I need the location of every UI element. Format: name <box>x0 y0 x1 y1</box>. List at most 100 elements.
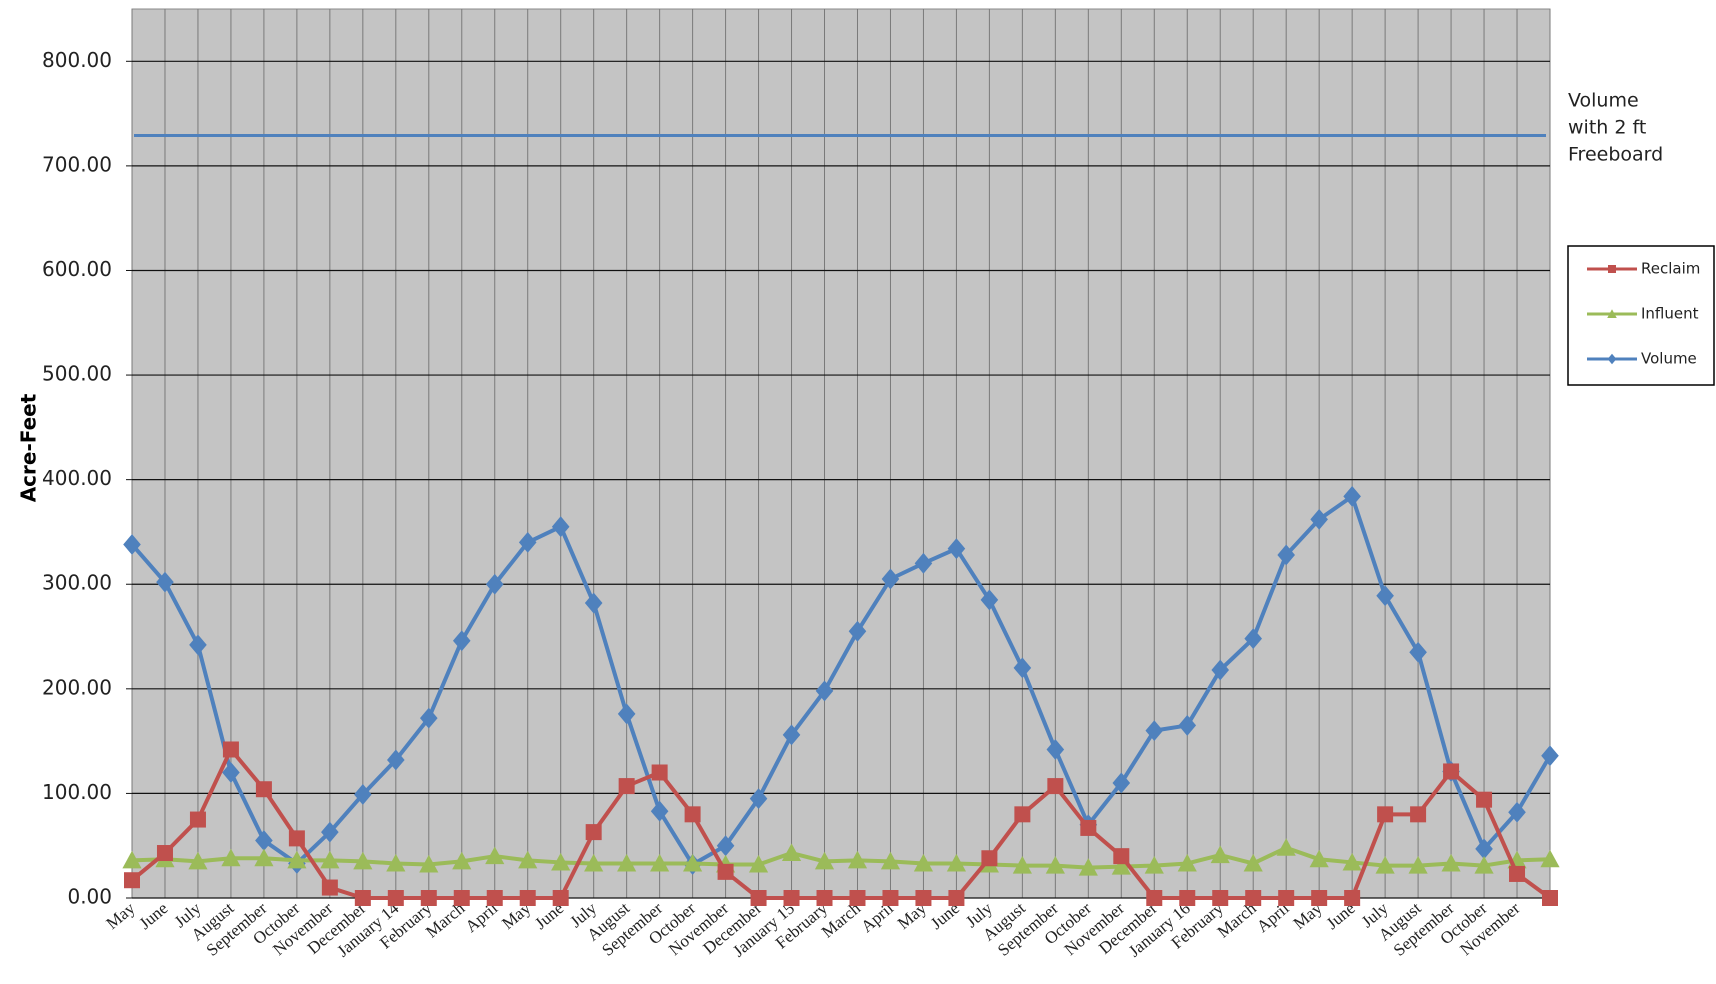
marker <box>321 879 338 896</box>
marker <box>188 851 208 870</box>
marker <box>881 568 900 590</box>
marker <box>815 680 834 702</box>
marker <box>782 724 801 746</box>
marker <box>1443 763 1460 780</box>
marker <box>189 811 206 828</box>
marker <box>1608 265 1616 273</box>
marker <box>1311 890 1328 906</box>
marker <box>849 890 866 906</box>
marker <box>1178 715 1197 736</box>
marker <box>1476 791 1493 808</box>
marker <box>1508 801 1526 823</box>
marker <box>1212 890 1229 906</box>
marker <box>1474 855 1494 874</box>
marker <box>914 552 933 574</box>
marker <box>1475 838 1493 860</box>
marker <box>288 830 305 847</box>
marker <box>287 850 307 869</box>
marker <box>1276 838 1296 856</box>
marker <box>1244 628 1263 650</box>
marker <box>1410 806 1427 823</box>
marker <box>781 843 802 862</box>
marker <box>913 853 934 872</box>
marker <box>1542 890 1558 906</box>
marker <box>518 532 537 553</box>
marker <box>255 830 273 851</box>
marker <box>486 890 503 906</box>
marker <box>124 872 140 889</box>
marker <box>387 890 404 906</box>
marker <box>1245 890 1262 906</box>
marker <box>1243 853 1263 872</box>
marker <box>584 853 604 872</box>
marker <box>1607 353 1617 365</box>
freeboard-label: Volume <box>1568 90 1639 112</box>
marker <box>485 573 504 595</box>
marker <box>1013 657 1032 679</box>
marker <box>1112 772 1131 794</box>
marker <box>651 764 668 781</box>
marker <box>123 534 141 555</box>
marker <box>650 800 669 822</box>
marker <box>452 851 472 870</box>
marker <box>485 846 505 865</box>
marker <box>1540 849 1560 868</box>
marker <box>419 854 439 873</box>
marker <box>750 890 767 906</box>
marker <box>1113 848 1130 865</box>
y-tick-label: 300.00 <box>42 571 112 595</box>
marker <box>1377 806 1394 823</box>
marker <box>684 806 701 823</box>
marker <box>1278 890 1295 906</box>
marker <box>1277 544 1295 566</box>
x-tick-label: June <box>135 899 171 934</box>
marker <box>618 778 635 795</box>
marker <box>453 890 470 906</box>
marker <box>353 851 373 870</box>
marker <box>452 630 471 652</box>
y-tick-label: 700.00 <box>42 152 112 176</box>
marker <box>1177 853 1197 872</box>
marker <box>584 592 603 614</box>
marker <box>551 852 571 871</box>
y-tick-label: 0.00 <box>67 885 112 909</box>
marker <box>1344 890 1361 906</box>
marker <box>1343 485 1361 507</box>
marker <box>717 863 734 880</box>
marker <box>1441 853 1461 872</box>
marker <box>551 516 570 538</box>
marker <box>1375 855 1395 874</box>
marker <box>848 620 867 642</box>
y-tick-label: 600.00 <box>42 257 112 281</box>
marker <box>221 848 241 867</box>
marker <box>122 850 142 869</box>
y-tick-label: 500.00 <box>42 362 112 386</box>
marker <box>1144 855 1164 874</box>
marker <box>1047 778 1064 795</box>
marker <box>354 784 372 805</box>
marker <box>156 845 173 862</box>
legend-label: Reclaim <box>1641 260 1700 278</box>
marker <box>617 853 637 872</box>
marker <box>1408 855 1428 874</box>
marker <box>1310 508 1328 530</box>
marker <box>683 853 703 872</box>
marker <box>1012 855 1032 874</box>
marker <box>847 850 868 869</box>
legend-label: Volume <box>1641 350 1697 368</box>
marker <box>552 890 569 906</box>
freeboard-label: with 2 ft <box>1568 117 1646 139</box>
marker <box>783 890 800 906</box>
marker <box>254 848 274 867</box>
marker <box>716 835 735 857</box>
marker <box>1509 865 1526 882</box>
y-tick-label: 400.00 <box>42 466 112 490</box>
marker <box>814 851 835 870</box>
marker <box>948 890 965 906</box>
marker <box>354 890 371 906</box>
marker <box>1309 849 1329 868</box>
marker <box>748 854 769 873</box>
marker <box>880 851 901 870</box>
marker <box>1078 858 1098 876</box>
marker <box>1541 745 1559 767</box>
